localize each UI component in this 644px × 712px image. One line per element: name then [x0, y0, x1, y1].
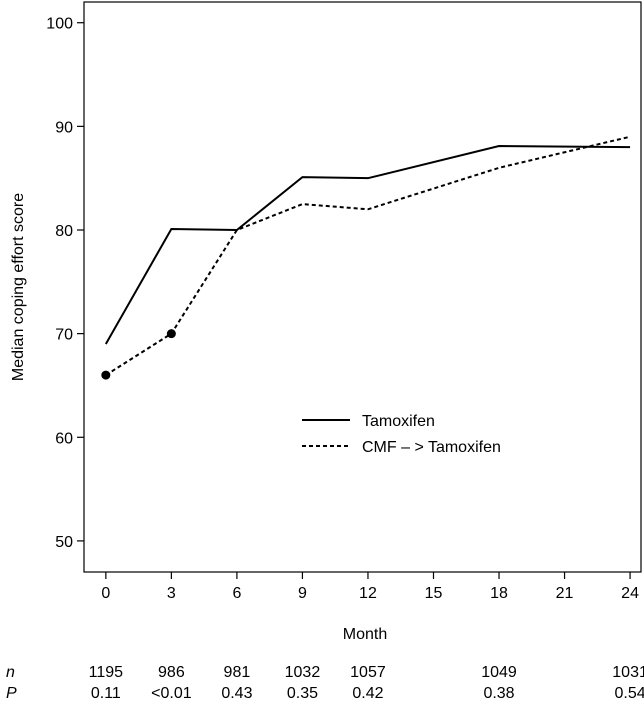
table-cell: <0.01 [151, 685, 192, 702]
table-cell: 1032 [285, 664, 321, 681]
table-cell: 0.38 [483, 685, 514, 702]
y-tick-label: 80 [55, 223, 73, 240]
data-point-marker [101, 370, 111, 380]
table-cell: 981 [224, 664, 251, 681]
y-tick-label: 60 [55, 430, 73, 447]
x-tick-label: 6 [232, 585, 241, 602]
table-row-label: P [6, 685, 17, 702]
data-point-marker [166, 329, 176, 339]
series-layer [101, 135, 631, 380]
table-cell: 0.42 [352, 685, 383, 702]
table-cell: 1049 [481, 664, 517, 681]
table-cell: 1195 [89, 664, 124, 681]
x-tick-label: 3 [167, 585, 176, 602]
table-cell: 0.11 [91, 685, 121, 702]
x-tick-label: 0 [101, 585, 110, 602]
series-line-tamoxifen [104, 145, 631, 345]
y-tick-label: 90 [55, 119, 73, 136]
table-cell: 0.35 [287, 685, 318, 702]
table-row-label: n [6, 664, 15, 681]
y-tick-label: 50 [55, 534, 73, 551]
y-tick-label: 100 [46, 16, 73, 33]
x-tick-label: 21 [556, 585, 574, 602]
x-tick-label: 9 [298, 585, 307, 602]
y-axis-title: Median coping effort score [10, 193, 27, 381]
legend-label-cmf-tamoxifen: CMF – > Tamoxifen [362, 439, 501, 456]
table-cell: 1057 [350, 664, 386, 681]
table-cell: 1031 [612, 664, 644, 681]
stats-table: n 1195 986 981 1032 1057 1049 1031 P 0.11 <0.01 0.4… [6, 664, 644, 702]
table-cell: 986 [158, 664, 185, 681]
legend-label-tamoxifen: Tamoxifen [362, 413, 435, 430]
series-line-cmf-tamoxifen [105, 135, 631, 376]
legend: Tamoxifen CMF – > Tamoxifen [302, 413, 501, 456]
y-tick-label: 70 [55, 327, 73, 344]
x-tick-label: 24 [621, 585, 639, 602]
x-axis: 0 3 6 9 12 15 18 21 24 [101, 572, 639, 602]
x-tick-label: 18 [490, 585, 508, 602]
plot-frame [83, 1, 642, 573]
x-tick-label: 12 [359, 585, 377, 602]
y-axis: 50 60 70 80 90 100 [46, 16, 84, 551]
table-cell: 0.43 [221, 685, 252, 702]
table-cell: 0.54 [615, 685, 644, 702]
x-tick-label: 15 [425, 585, 443, 602]
x-axis-title: Month [343, 626, 387, 643]
